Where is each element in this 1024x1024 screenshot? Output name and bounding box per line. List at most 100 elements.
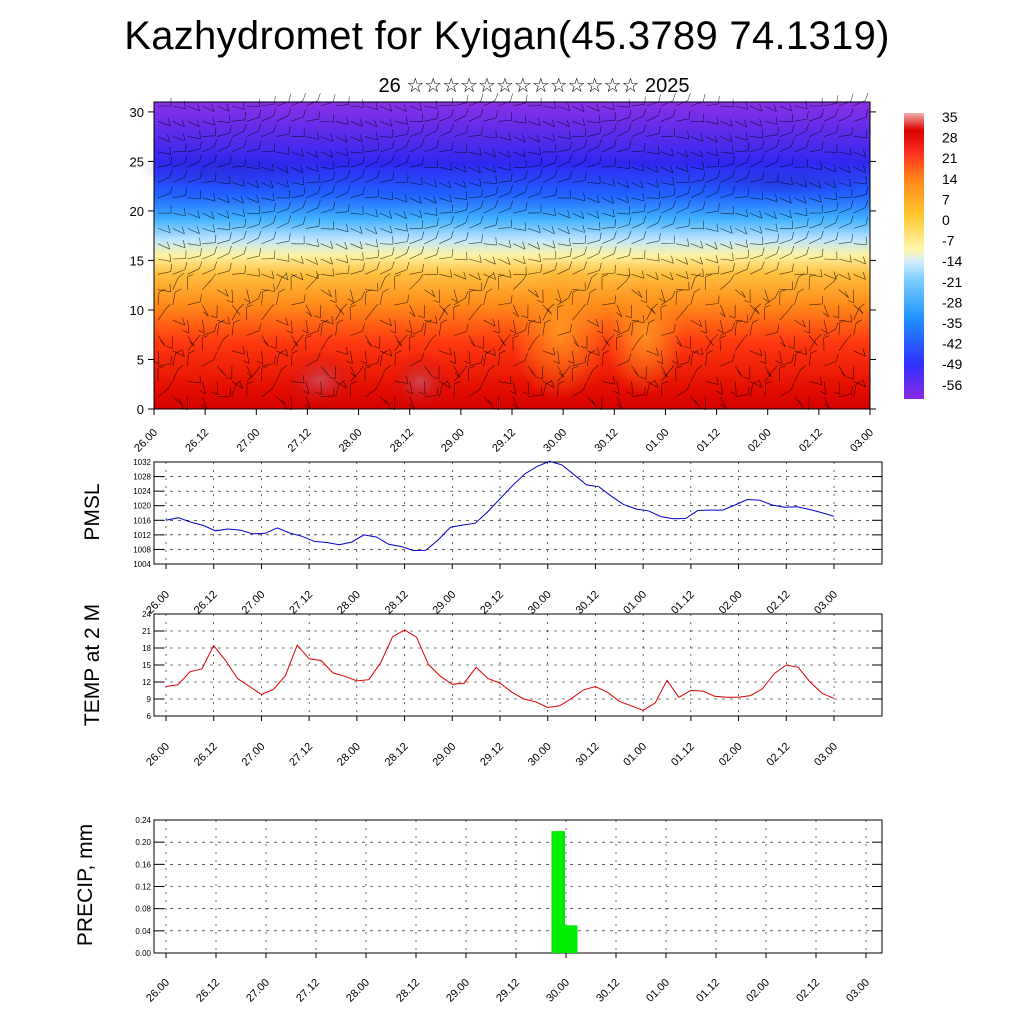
pmsl-x-tick-label: 01.00: [621, 589, 649, 617]
heatmap-x-tick-label: 28.12: [388, 427, 416, 455]
precip-x-tick-label: 29.00: [444, 977, 472, 1005]
precip-y-tick-label: 0.16: [135, 860, 151, 869]
pmsl-y-tick-label: 1024: [133, 487, 151, 496]
temp-y-tick-label: 24: [142, 610, 151, 619]
precip-y-tick-label: 0.04: [135, 927, 151, 936]
temp-x-tick-label: 01.00: [621, 741, 649, 769]
heatmap-x-tick-label: 30.12: [592, 427, 620, 455]
precip-x-tick-label: 03.00: [844, 977, 872, 1005]
heatmap-x-tick-label: 27.12: [286, 427, 314, 455]
heatmap-x-tick-label: 02.12: [797, 427, 825, 455]
heatmap-y-tick-label: 20: [130, 204, 144, 219]
colorbar-label: -14: [942, 253, 962, 269]
temp-x-tick-label: 02.00: [717, 741, 745, 769]
pmsl-x-tick-label: 03.00: [812, 589, 840, 617]
colorbar-label: 14: [942, 171, 958, 187]
heatmap-cold-band: [690, 164, 870, 196]
precip-x-tick-label: 28.12: [394, 977, 422, 1005]
heatmap-x-tick-label: 26.12: [183, 427, 211, 455]
precip-x-tick-label: 01.12: [694, 977, 722, 1005]
heatmap-x-tick-label: 27.00: [234, 427, 262, 455]
heatmap-y-tick-label: 15: [130, 253, 144, 268]
heatmap-x-tick-label: 02.00: [746, 427, 774, 455]
precip-y-tick-label: 0.24: [135, 816, 151, 825]
colorbar-label: -49: [942, 356, 962, 372]
pmsl-y-tick-label: 1004: [133, 560, 151, 569]
precip-x-tick-label: 02.00: [744, 977, 772, 1005]
temp-x-tick-label: 26.12: [192, 741, 220, 769]
pmsl-y-tick-label: 1016: [133, 516, 151, 525]
colorbar-label: -28: [942, 294, 962, 310]
pmsl-x-tick-label: 29.12: [478, 589, 506, 617]
precip-x-tick-label: 27.12: [294, 977, 322, 1005]
heatmap-y-tick-label: 10: [130, 303, 144, 318]
precip-x-tick-label: 27.00: [244, 977, 272, 1005]
heatmap-x-tick-label: 29.12: [490, 427, 518, 455]
pmsl-frame: [153, 461, 883, 565]
pmsl-x-tick-label: 30.00: [526, 589, 554, 617]
temp-x-tick-label: 02.12: [764, 741, 792, 769]
pmsl-x-tick-label: 01.12: [669, 589, 697, 617]
precip-y-tick-label: 0.20: [135, 838, 151, 847]
heatmap-panel: 0 5 10 15 20 25 30 26.00 26.12 27.00 27.12 28.00 28.…: [130, 92, 962, 455]
temp-line: [165, 629, 835, 711]
pmsl-x-tick-label: 02.00: [717, 589, 745, 617]
temp-y-label: TEMP at 2 M: [81, 604, 104, 726]
precip-x-tick-label: 28.00: [344, 977, 372, 1005]
heatmap-x-tick-label: 30.00: [541, 427, 569, 455]
precip-y-label: PRECIP, mm: [74, 824, 97, 946]
temp-x-tick-label: 27.12: [287, 741, 315, 769]
temp-x-tick-label: 30.00: [526, 741, 554, 769]
colorbar-label: -21: [942, 274, 962, 290]
colorbar-label: 7: [942, 191, 950, 207]
temp-x-tick-label: 26.00: [144, 741, 172, 769]
precip-x-tick-label: 26.12: [194, 977, 222, 1005]
pmsl-y-tick-label: 1008: [133, 545, 151, 554]
heatmap-x-tick-label: 01.12: [695, 427, 723, 455]
colorbar-label: -42: [942, 336, 962, 352]
temp-x-tick-label: 29.12: [478, 741, 506, 769]
pmsl-x-tick-label: 27.00: [240, 589, 268, 617]
precip-bar: [564, 925, 578, 953]
pmsl-y-label: PMSL: [81, 483, 104, 540]
precip-x-tick-label: 30.00: [544, 977, 572, 1005]
precip-y-tick-label: 0.08: [135, 905, 151, 914]
heatmap-cold-band: [140, 150, 320, 190]
temp-x-tick-label: 29.00: [430, 741, 458, 769]
colorbar-label: -56: [942, 377, 962, 393]
pmsl-x-tick-label: 02.12: [764, 589, 792, 617]
pmsl-y-tick-label: 1020: [133, 502, 151, 511]
wind-barbs: [152, 92, 869, 410]
precip-bar: [551, 831, 565, 953]
pmsl-x-tick-label: 27.12: [287, 589, 315, 617]
pmsl-x-tick-label: 28.00: [335, 589, 363, 617]
temp-x-tick-label: 28.12: [383, 741, 411, 769]
heatmap-cool-region: [605, 275, 685, 395]
colorbar-label: 35: [942, 109, 958, 125]
pmsl-y-tick-label: 1028: [133, 473, 151, 482]
precip-x-tick-label: 29.12: [494, 977, 522, 1005]
precip-x-tick-label: 30.12: [594, 977, 622, 1005]
temp-x-tick-label: 01.12: [669, 741, 697, 769]
temp-y-tick-label: 15: [142, 661, 151, 670]
colorbar: [904, 113, 924, 399]
temp-y-tick-label: 9: [147, 695, 152, 704]
precipitation-panel: 0.24 0.20 0.16 0.12 0.08 0.04 0.00 26.00 26.12 27…: [74, 816, 883, 1005]
temp-x-tick-label: 27.00: [240, 741, 268, 769]
chart-subtitle: 26 ☆☆☆☆☆☆☆☆☆☆☆☆☆ 2025: [378, 75, 690, 97]
colorbar-label: -7: [942, 233, 955, 249]
temp-y-tick-label: 18: [142, 644, 151, 653]
temp-y-tick-label: 21: [142, 627, 151, 636]
heatmap-y-tick-label: 5: [137, 352, 144, 367]
pmsl-x-tick-label: 29.00: [430, 589, 458, 617]
heatmap-y-tick-label: 0: [137, 402, 144, 417]
temp-x-tick-label: 28.00: [335, 741, 363, 769]
temperature-panel: 24 21 18 15 12 9 6 26.00 26.12 27.00 27.12 28.00 28.…: [81, 604, 883, 769]
temp-x-tick-label: 30.12: [574, 741, 602, 769]
heatmap-x-tick-label: 28.00: [337, 427, 365, 455]
pmsl-x-tick-label: 26.12: [192, 589, 220, 617]
pmsl-x-tick-label: 28.12: [383, 589, 411, 617]
chart-title: Kazhydromet for Kyigan(45.3789 74.1319): [124, 14, 890, 58]
precip-y-tick-label: 0.00: [135, 949, 151, 958]
